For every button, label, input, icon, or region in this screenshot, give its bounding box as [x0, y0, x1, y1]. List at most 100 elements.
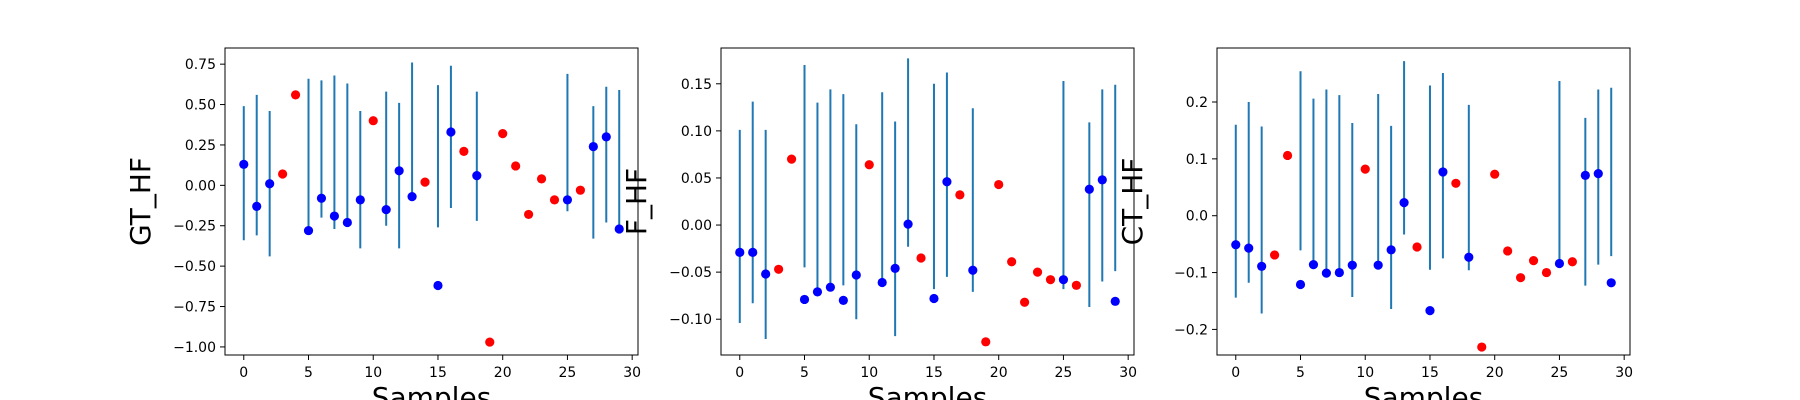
chart-0-point-5	[303, 225, 314, 236]
chart-2-y-axis-label: CT_HF	[1116, 158, 1149, 246]
chart-1-point-0	[735, 247, 745, 257]
chart-2-point-8	[1334, 267, 1344, 278]
chart-0-point-28	[601, 132, 611, 142]
chart-1-x-tick-label-5: 25	[1055, 365, 1073, 381]
chart-0-point-12	[394, 166, 404, 176]
chart-2-x-tick-label-4: 20	[1486, 365, 1504, 381]
chart-2-point-19	[1477, 342, 1487, 352]
chart-0-axes-frame	[224, 47, 639, 356]
chart-0-y-tick-label-5: 0.25	[185, 138, 216, 154]
chart-0-point-19	[485, 337, 495, 347]
chart-2-y-tick-label-2: 0.0	[1186, 209, 1208, 225]
chart-0-point-2	[265, 179, 275, 189]
chart-0-point-22	[524, 209, 534, 220]
chart-2-point-15	[1425, 306, 1435, 316]
chart-2-point-28	[1593, 169, 1603, 179]
chart-0-point-26	[575, 185, 585, 195]
chart-2-x-tick-label-0: 0	[1231, 365, 1240, 381]
chart-1-point-14	[916, 253, 926, 263]
chart-2-point-18	[1464, 252, 1474, 262]
chart-1-point-10	[864, 160, 874, 170]
chart-2-point-26	[1567, 257, 1577, 267]
chart-0-x-axis-label: Samples	[372, 381, 492, 400]
chart-1-point-9	[851, 270, 861, 280]
chart-2-point-16	[1438, 167, 1448, 177]
chart-1-x-tick-label-1: 5	[800, 365, 809, 381]
chart-0-point-20	[498, 129, 508, 139]
chart-2-point-23	[1528, 256, 1539, 266]
chart-0-x-tick-label-3: 15	[429, 365, 447, 381]
chart-2-point-1	[1244, 243, 1254, 253]
chart-1-point-18	[968, 265, 978, 275]
chart-2-point-5	[1295, 279, 1306, 290]
chart-0-y-tick-label-3: −0.25	[173, 219, 216, 235]
chart-0-point-16	[446, 127, 456, 137]
chart-0-point-23	[536, 174, 547, 184]
chart-2-x-axis-label: Samples	[1364, 381, 1484, 400]
chart-2-point-6	[1308, 260, 1319, 270]
chart-2-point-14	[1412, 242, 1422, 252]
chart-1-point-22	[1020, 297, 1030, 307]
chart-2-point-10	[1360, 164, 1370, 174]
chart-1-point-29	[1110, 296, 1120, 306]
chart-2-point-21	[1503, 246, 1513, 256]
chart-0-point-4	[290, 90, 301, 100]
panel-f-hf: 0 5 10 15 20 25 30 −0.10 −0.05 0.00 0.05 0.10 0.15 Sa…	[620, 47, 1137, 400]
chart-1-x-tick-label-4: 20	[990, 365, 1008, 381]
chart-0-y-tick-label-4: 0.00	[185, 178, 216, 194]
chart-1-point-7	[825, 282, 835, 292]
chart-1-point-23	[1032, 267, 1043, 277]
chart-1-point-2	[761, 269, 771, 279]
chart-2-y-tick-label-4: 0.2	[1186, 95, 1208, 111]
chart-1-point-8	[838, 295, 848, 305]
chart-2-point-0	[1231, 240, 1241, 250]
chart-2-x-tick-label-6: 30	[1615, 365, 1633, 381]
chart-1-point-13	[903, 219, 913, 229]
chart-0-point-24	[549, 195, 560, 205]
chart-2-point-25	[1554, 258, 1565, 269]
chart-0-y-tick-label-7: 0.75	[185, 57, 216, 73]
chart-2-point-7	[1321, 268, 1331, 278]
chart-2-y-tick-label-3: 0.1	[1186, 152, 1208, 168]
chart-0-point-8	[342, 217, 352, 228]
chart-0-point-17	[459, 146, 469, 157]
chart-0-point-21	[511, 161, 521, 171]
chart-1-point-15	[929, 293, 939, 304]
chart-2-point-24	[1541, 267, 1552, 278]
chart-2-y-tick-label-1: −0.1	[1174, 266, 1208, 282]
chart-0-point-25	[562, 195, 573, 205]
chart-2-point-2	[1257, 261, 1267, 271]
chart-2-point-3	[1270, 250, 1280, 260]
chart-1-point-16	[942, 177, 952, 187]
chart-0-point-18	[472, 171, 482, 181]
chart-2-axes-frame	[1216, 47, 1631, 356]
chart-1-axes-frame	[720, 47, 1135, 356]
chart-1-point-5	[799, 294, 810, 305]
chart-0-y-tick-label-0: −1.00	[173, 340, 216, 356]
panel-gt-hf: 0 5 10 15 20 25 30 −1.00 −0.75 −0.50 −0.25 0.00 0.25…	[124, 47, 641, 400]
chart-1-y-tick-label-0: −0.10	[669, 312, 712, 328]
chart-2-point-20	[1490, 169, 1500, 179]
chart-1-point-19	[981, 337, 991, 347]
chart-1-point-1	[748, 247, 758, 257]
chart-0-y-axis-label: GT_HF	[124, 157, 157, 246]
chart-2-x-tick-label-1: 5	[1296, 365, 1305, 381]
chart-0-point-13	[407, 192, 417, 202]
chart-0-point-11	[381, 204, 391, 215]
chart-1-y-tick-label-5: 0.15	[681, 77, 712, 93]
chart-1-point-21	[1007, 257, 1017, 267]
chart-2-point-13	[1399, 198, 1409, 208]
chart-1-point-12	[890, 263, 900, 273]
chart-0-x-tick-label-0: 0	[239, 365, 248, 381]
chart-1-y-tick-label-2: 0.00	[681, 218, 712, 234]
chart-1-point-24	[1045, 275, 1056, 285]
chart-2-y-tick-label-0: −0.2	[1174, 322, 1208, 338]
chart-2-x-tick-label-3: 15	[1421, 365, 1439, 381]
panel-ct-hf: 0 5 10 15 20 25 30 −0.2 −0.1 0.0 0.1 0.2 Samples CT_H…	[1116, 47, 1633, 400]
chart-0-x-tick-label-1: 5	[304, 365, 313, 381]
chart-1-point-28	[1097, 175, 1107, 185]
chart-1-point-17	[955, 190, 965, 200]
chart-1-point-11	[877, 277, 887, 288]
chart-2-x-tick-label-2: 10	[1356, 365, 1374, 381]
chart-1-point-20	[994, 179, 1004, 190]
